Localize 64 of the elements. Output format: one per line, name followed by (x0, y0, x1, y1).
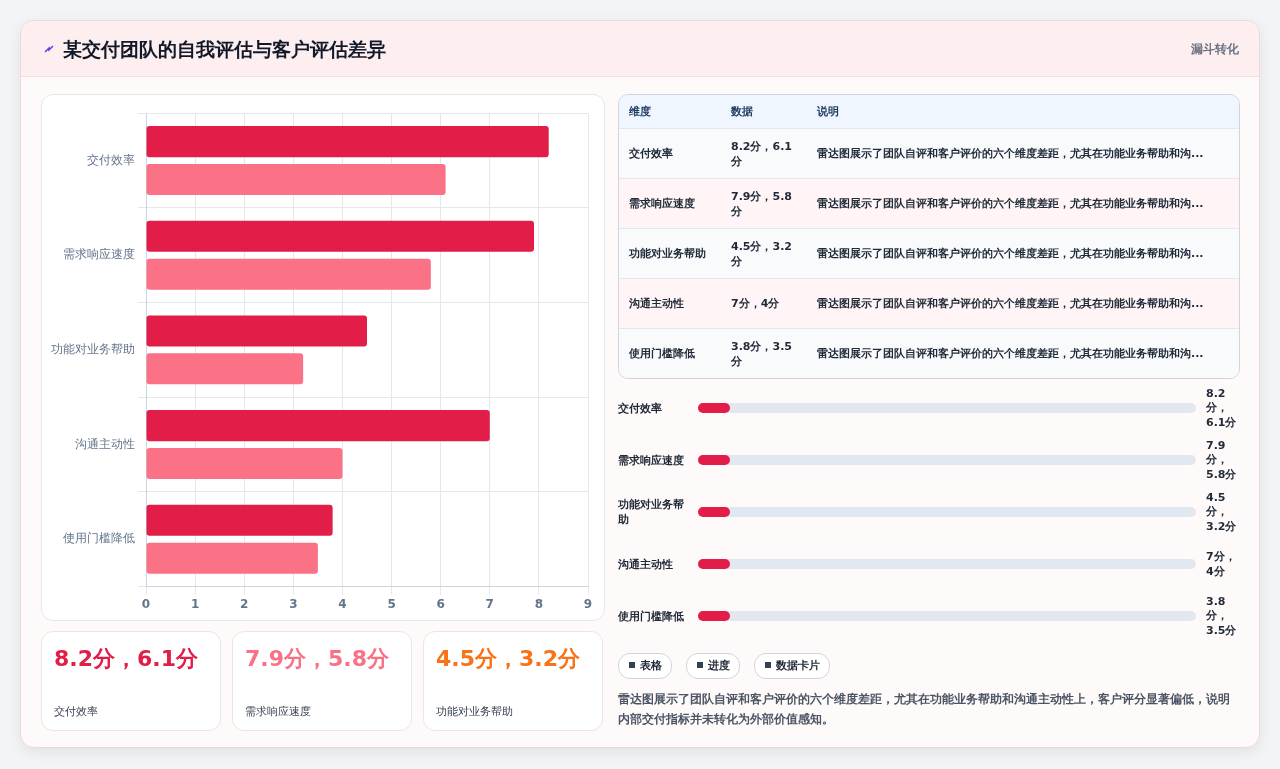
x-tick-label: 3 (289, 596, 298, 611)
text: 7.9分，5.8分 (1206, 438, 1237, 481)
text: 8.2分，6.1分 (1206, 386, 1237, 429)
bar (146, 353, 304, 385)
x-tick-label: 0 (141, 596, 151, 611)
text: 表格 (618, 653, 672, 679)
category-label: 交付效率 (629, 147, 673, 160)
bar (146, 163, 446, 195)
category-label: 交付效率 (618, 401, 662, 415)
bar (146, 447, 343, 480)
text: 4.5分，3.2分 (436, 646, 580, 671)
category-label: 沟通主动性 (618, 557, 673, 571)
x-tick-label: 5 (387, 596, 396, 611)
x-tick-label: 8 (534, 596, 544, 611)
text: 3.8分，3.5分 (1206, 594, 1237, 637)
y-tick-label: 需求响应速度 (63, 247, 135, 262)
text: 数据 (721, 95, 807, 128)
text: 7.9分，5.8分 (731, 189, 792, 218)
bar (146, 258, 431, 290)
text: 4.5分，3.2分 (731, 239, 792, 268)
bar (146, 315, 367, 347)
y-tick-label: 功能对业务帮助 (51, 342, 135, 357)
text: 7.9分，5.8分 (245, 646, 389, 671)
text: 漏斗转化 (1191, 41, 1239, 58)
text: 说明 (807, 95, 1239, 128)
bar (146, 542, 318, 574)
category-label: 使用门槛降低 (618, 609, 684, 623)
bar (146, 504, 333, 536)
x-tick-label: 1 (190, 596, 200, 611)
category-label: 功能对业务帮助 (618, 498, 684, 526)
x-tick-label: 6 (436, 596, 445, 611)
text: 7分，4分 (731, 297, 780, 310)
y-tick-label: 交付效率 (87, 152, 135, 167)
x-tick-label: 2 (240, 596, 249, 611)
category-label: 功能对业务帮助 (629, 247, 706, 260)
x-tick-label: 4 (338, 596, 347, 611)
text: 雷达图展示了团队自评和客户评价的六个维度差距，尤其在功能业务帮助和沟... (807, 278, 1239, 328)
x-tick-label: 9 (583, 596, 593, 611)
x-tick-label: 7 (485, 596, 494, 611)
text: 3.8分，3.5分 (731, 339, 792, 368)
text: 4.5分，3.2分 (1206, 490, 1237, 533)
text: 维度 (619, 95, 721, 128)
text: 雷达图展示了团队自评和客户评价的六个维度差距，尤其在功能业务帮助和沟... (807, 328, 1239, 378)
category-label: 沟通主动性 (619, 278, 721, 328)
category-label: 需求响应速度 (618, 453, 684, 467)
text: 进度 (686, 653, 740, 679)
bar (146, 126, 549, 158)
text: 8.2分，6.1分 (54, 646, 198, 671)
text: 8.2分，6.1分 (731, 139, 792, 168)
text: 雷达图展示了团队自评和客户评价的六个维度差距，尤其在功能业务帮助和沟... (807, 228, 1239, 278)
y-tick-label: 沟通主动性 (75, 436, 135, 451)
text: 雷达图展示了团队自评和客户评价的六个维度差距，尤其在功能业务帮助和沟... (807, 128, 1239, 178)
text: 7分，4分 (1206, 550, 1236, 578)
category-label: 需求响应速度 (629, 197, 695, 210)
category-label: 功能对业务帮助 (436, 704, 513, 719)
text: 雷达图展示了团队自评和客户评价的六个维度差距，尤其在功能业务帮助和沟通主动性上，客户评分显著偏低，说明内部交付指标并未转化为外部价值感知。 (618, 691, 1231, 728)
category-label: 使用门槛降低 (619, 328, 721, 378)
y-tick-label: 使用门槛降低 (63, 531, 135, 546)
bar (146, 220, 534, 252)
bar (146, 410, 490, 442)
category-label: 需求响应速度 (245, 704, 311, 719)
text: 雷达图展示了团队自评和客户评价的六个维度差距，尤其在功能业务帮助和沟... (807, 178, 1239, 228)
text: 数据卡片 (754, 653, 830, 679)
chart-title: 某交付团队的自我评估与客户评估差异 (63, 37, 386, 62)
